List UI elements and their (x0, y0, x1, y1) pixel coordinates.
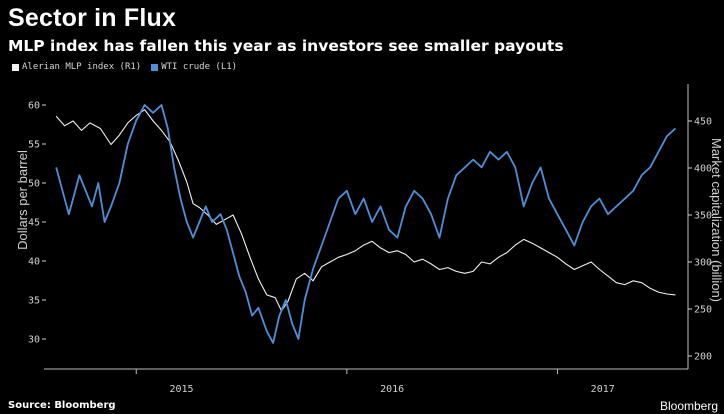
legend-swatch-mlp (12, 63, 19, 71)
brand-logo: Bloomberg (659, 399, 718, 413)
x-tick-label: 2015 (169, 384, 193, 395)
left-tick-label: 30 (28, 335, 40, 346)
right-tick-label: 450 (694, 117, 712, 128)
chart-legend: Alerian MLP index (R1) WTI crude (L1) (12, 62, 237, 72)
x-tick-label: 2017 (591, 384, 615, 395)
right-tick-label: 400 (694, 164, 712, 175)
left-axis-label: Dollars per barrel (15, 150, 30, 250)
right-axis-label: Market capitalization (billion) (709, 138, 724, 302)
source-note: Source: Bloomberg (8, 400, 116, 411)
series-line-mlp (55, 109, 676, 312)
right-tick-label: 200 (694, 352, 712, 363)
legend-item-wti: WTI crude (L1) (151, 62, 237, 72)
legend-label-wti: WTI crude (L1) (161, 62, 238, 72)
left-tick-label: 60 (28, 101, 40, 112)
right-tick-label: 350 (694, 211, 712, 222)
right-tick-label: 250 (694, 305, 712, 316)
series-line-wti (55, 104, 677, 344)
chart-title: Sector in Flux (8, 4, 177, 32)
left-tick-label: 55 (28, 140, 40, 151)
left-tick-label: 45 (28, 218, 40, 229)
x-tick-label: 2016 (380, 384, 404, 395)
right-tick-label: 300 (694, 258, 712, 269)
legend-label-mlp: Alerian MLP index (R1) (22, 62, 142, 72)
chart-subtitle: MLP index has fallen this year as invest… (8, 37, 564, 55)
legend-item-mlp: Alerian MLP index (R1) (12, 62, 141, 72)
left-tick-label: 35 (28, 296, 40, 307)
left-tick-label: 50 (28, 179, 40, 190)
left-tick-label: 40 (28, 257, 40, 268)
legend-swatch-wti (151, 63, 159, 71)
